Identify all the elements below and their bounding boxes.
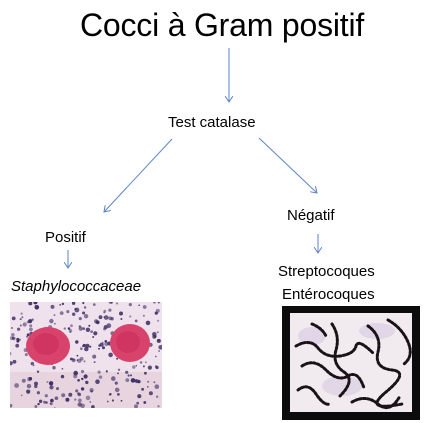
staphylococcus-micrograph	[10, 302, 162, 408]
negative-result-node: Négatif	[287, 207, 335, 224]
arrow-catalase-to-negatif	[258, 137, 317, 193]
streptocoques-label: Streptocoques	[278, 263, 375, 280]
positive-result-node: Positif	[45, 229, 86, 246]
staphylococcaceae-label: Staphylococcaceae	[11, 278, 142, 295]
diagram-title: Cocci à Gram positif	[80, 7, 365, 43]
enterocoques-label: Entérocoques	[282, 286, 375, 303]
arrow-catalase-to-positif	[104, 138, 173, 212]
streptococcus-micrograph	[282, 306, 420, 420]
catalase-test-node: Test catalase	[168, 114, 256, 131]
